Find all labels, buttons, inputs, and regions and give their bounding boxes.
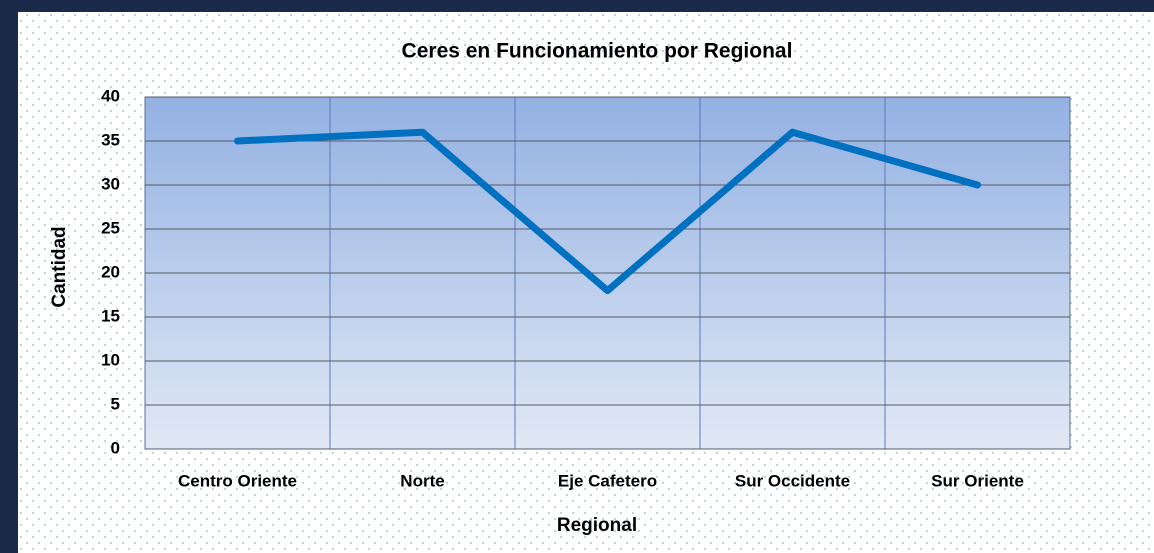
y-tick-label: 0 — [111, 438, 120, 457]
x-tick-label: Sur Occidente — [735, 471, 850, 490]
y-tick-label: 20 — [101, 262, 120, 281]
chart-title: Ceres en Funcionamiento por Regional — [402, 40, 793, 63]
y-tick-label: 25 — [101, 218, 120, 237]
x-tick-label: Centro Oriente — [178, 471, 297, 490]
x-tick-label: Norte — [400, 471, 444, 490]
y-tick-label: 40 — [101, 86, 120, 105]
frame-left — [0, 0, 18, 553]
y-tick-label: 5 — [111, 394, 120, 413]
x-axis-title: Regional — [557, 515, 637, 536]
x-tick-label: Eje Cafetero — [558, 471, 657, 490]
grid — [145, 96, 1070, 450]
data-line — [234, 128, 981, 295]
y-axis-title: Cantidad — [49, 226, 70, 307]
marks — [234, 128, 981, 295]
y-tick-label: 35 — [101, 130, 120, 149]
x-tick-label: Sur Oriente — [931, 471, 1024, 490]
y-tick-label: 30 — [101, 174, 120, 193]
y-tick-label: 15 — [101, 306, 120, 325]
y-tick-label: 10 — [101, 350, 120, 369]
frame-top — [0, 0, 1154, 12]
